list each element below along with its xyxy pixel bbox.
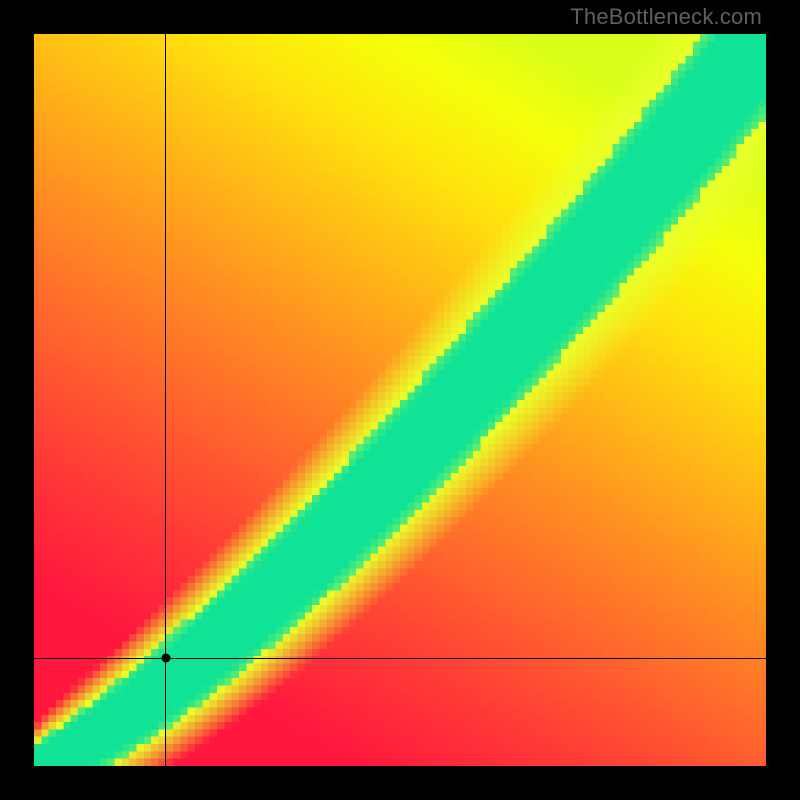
- chart-frame: TheBottleneck.com: [0, 0, 800, 800]
- watermark-text: TheBottleneck.com: [570, 4, 762, 30]
- bottleneck-heatmap: [34, 34, 766, 766]
